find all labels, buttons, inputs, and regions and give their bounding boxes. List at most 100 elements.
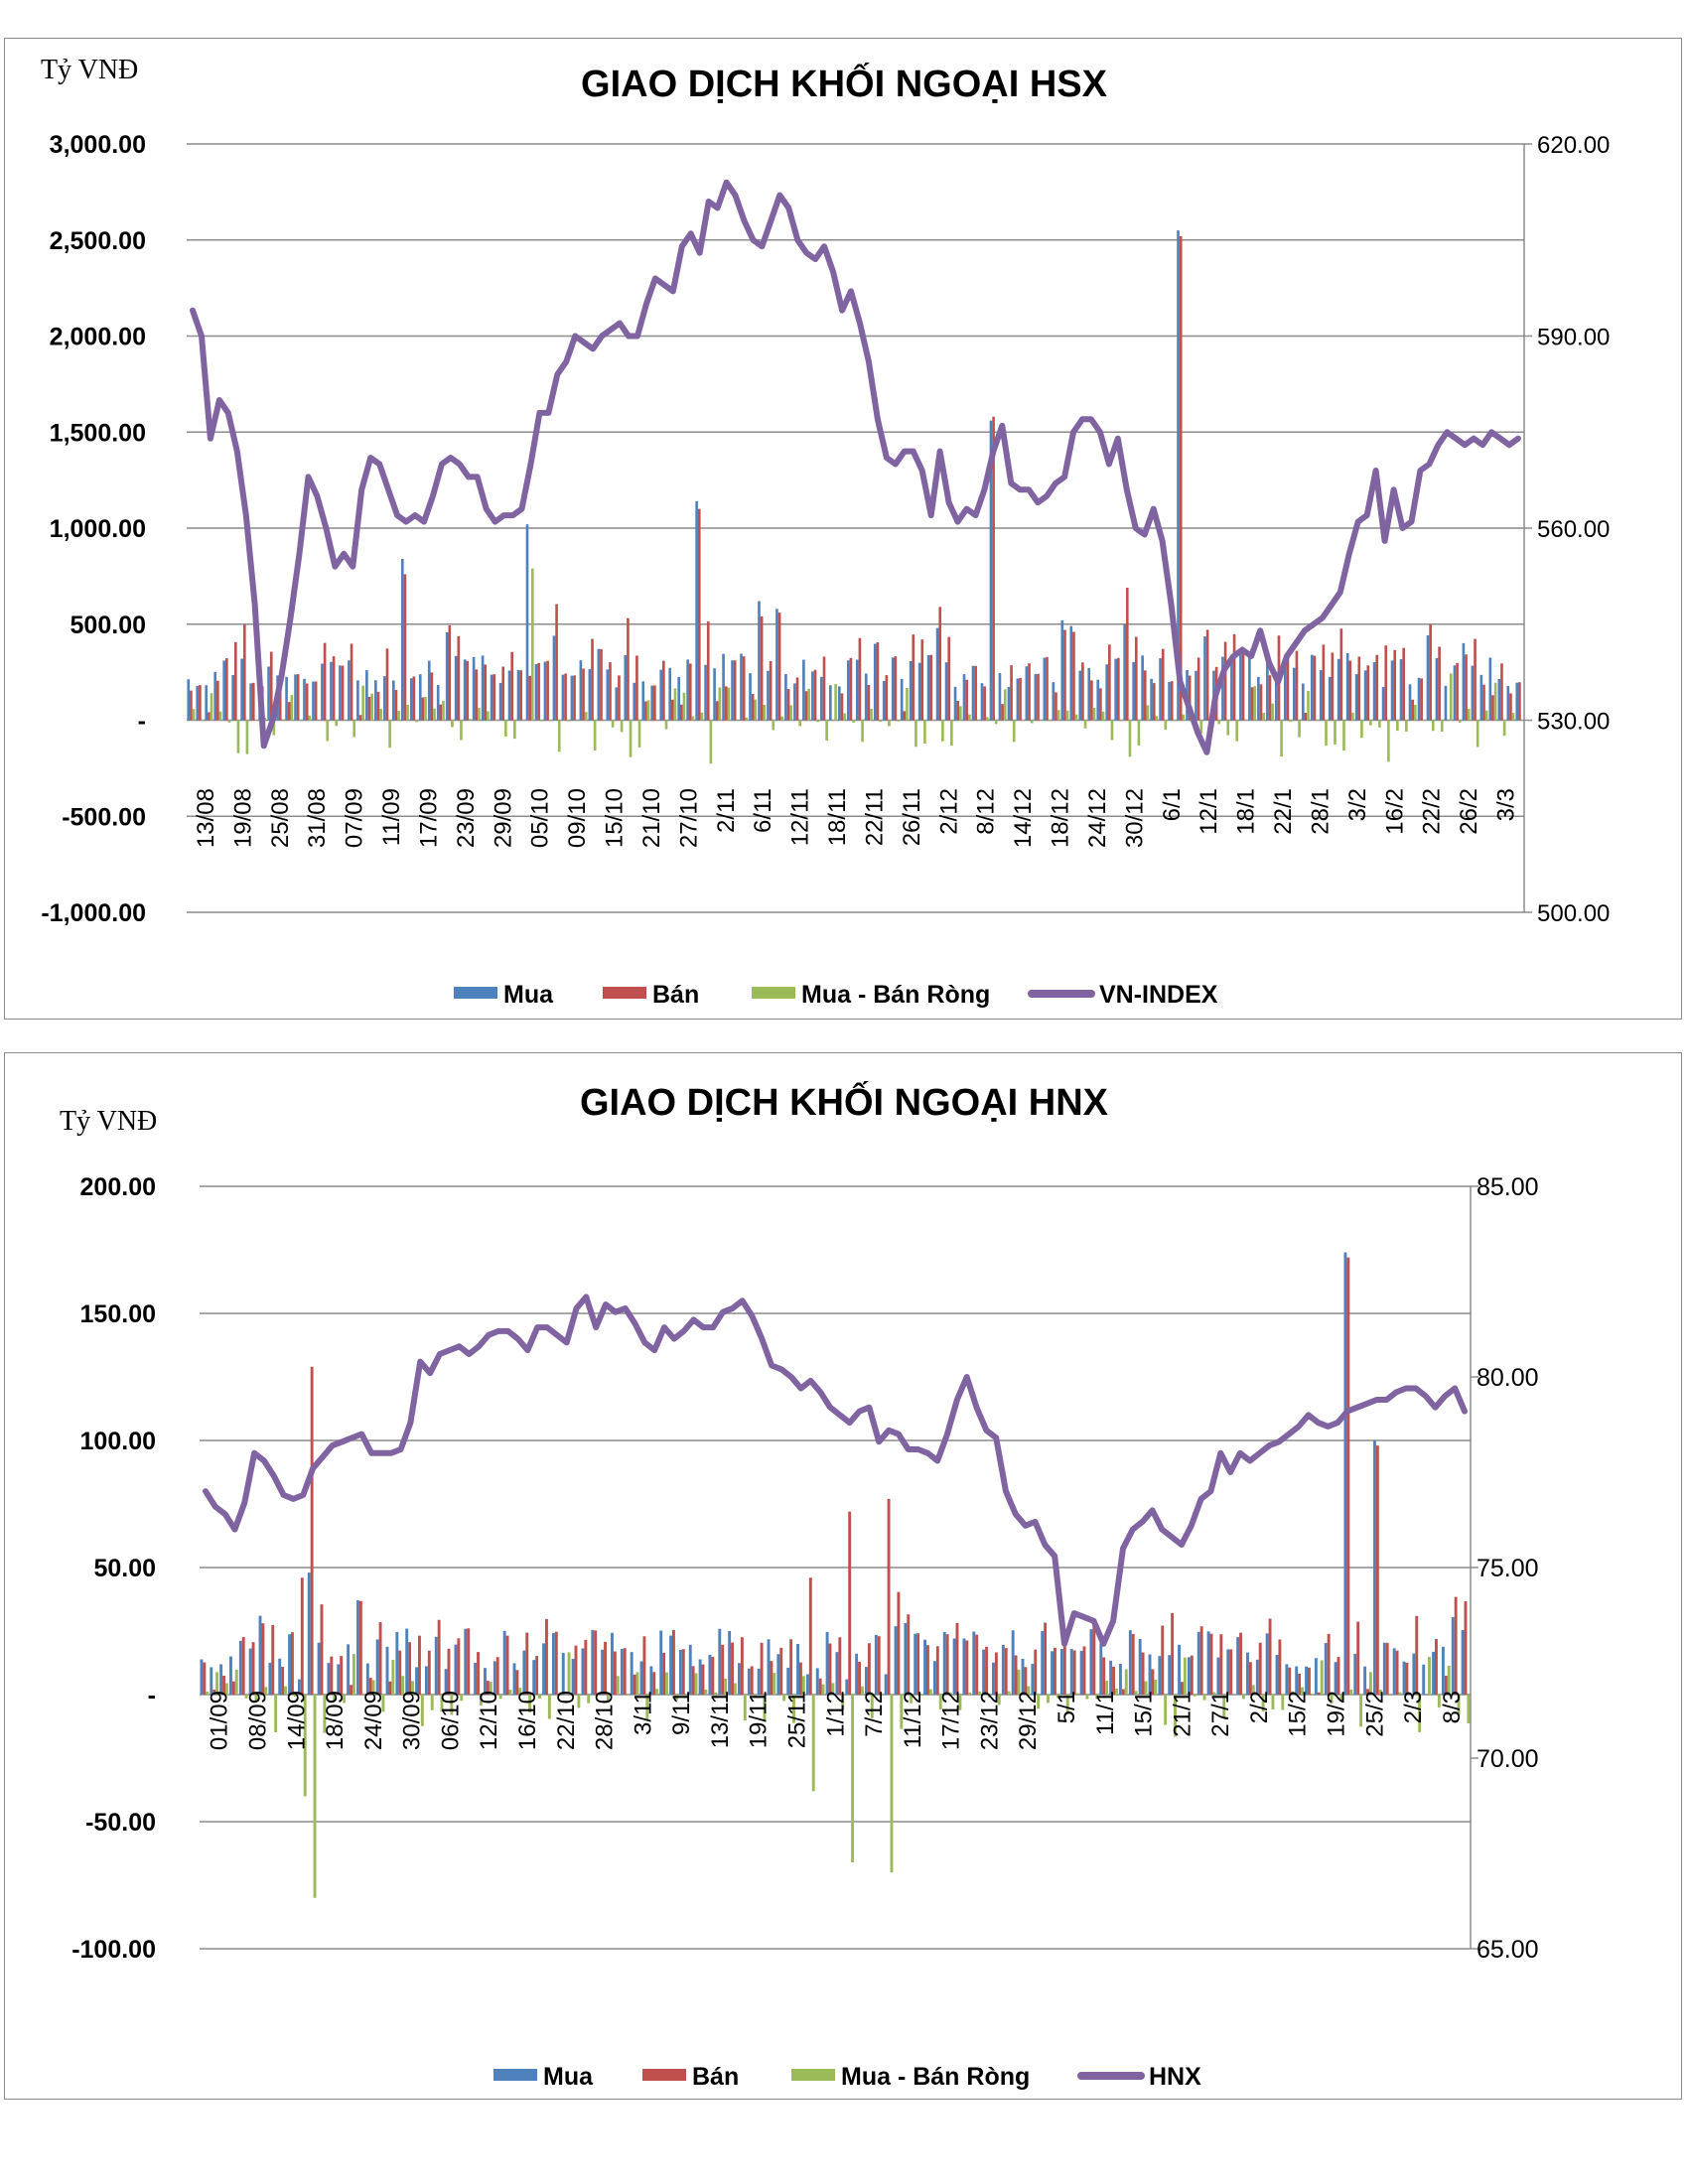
buy-bar xyxy=(917,662,921,721)
sell-bar xyxy=(808,1577,812,1695)
sell-bar xyxy=(994,1652,998,1695)
buy-bar xyxy=(1314,1658,1318,1695)
net-bar xyxy=(323,1695,327,1733)
net-bar xyxy=(293,1695,297,1698)
sell-bar xyxy=(212,1690,216,1695)
buy-bar xyxy=(1451,1617,1455,1695)
sell-bar xyxy=(1454,1596,1458,1695)
buy-bar xyxy=(686,659,689,721)
sell-bar xyxy=(519,670,522,721)
net-bar xyxy=(879,720,882,723)
x-tick-label: 15/2 xyxy=(1285,1691,1312,1737)
buy-bar xyxy=(630,1652,633,1695)
x-tick-label: 19/2 xyxy=(1324,1691,1350,1737)
buy-bar xyxy=(268,1662,272,1695)
buy-bar xyxy=(606,669,610,721)
buy-bar xyxy=(543,661,547,721)
net-bar xyxy=(635,1672,639,1695)
buy-bar xyxy=(424,1666,428,1695)
buy-bar xyxy=(1206,1631,1210,1695)
buy-bar xyxy=(1001,1644,1005,1695)
net-bar xyxy=(218,711,222,721)
sell-bar xyxy=(1102,1657,1106,1695)
net-bar xyxy=(888,720,891,727)
sell-bar xyxy=(475,669,479,721)
net-bar xyxy=(606,1695,610,1703)
sell-bar xyxy=(822,656,826,721)
x-tick-label: 3/2 xyxy=(1344,788,1371,821)
buy-bar xyxy=(1158,1656,1162,1695)
x-tick-label: 11/09 xyxy=(378,788,405,846)
sell-bar xyxy=(770,1661,774,1695)
buy-bar xyxy=(1444,685,1448,721)
net-bar xyxy=(361,1694,365,1695)
net-bar xyxy=(665,1672,668,1695)
sell-bar xyxy=(271,1624,275,1695)
net-bar xyxy=(547,1695,551,1719)
sell-bar xyxy=(1268,675,1272,721)
buy-bar xyxy=(348,660,351,721)
x-tick-label: 22/1 xyxy=(1270,788,1297,835)
net-bar xyxy=(645,1695,649,1720)
net-bar xyxy=(1351,712,1354,721)
buy-bar xyxy=(1285,1664,1289,1695)
buy-bar xyxy=(909,660,913,721)
net-bar xyxy=(1476,720,1479,748)
sell-bar xyxy=(613,1651,617,1695)
net-bar xyxy=(831,1683,835,1695)
net-bar xyxy=(469,719,472,721)
x-tick-label: 2/12 xyxy=(935,788,962,835)
net-bar xyxy=(1298,720,1301,738)
net-bar xyxy=(1128,720,1132,757)
net-bar xyxy=(763,705,767,721)
x-tick-label: 3/3 xyxy=(1493,788,1520,821)
net-bar xyxy=(504,720,507,737)
net-bar xyxy=(1235,720,1239,742)
net-bar xyxy=(215,1672,219,1695)
net-bar xyxy=(825,720,828,741)
sell-bar xyxy=(926,1645,929,1695)
buy-bar xyxy=(200,1659,204,1695)
net-bar xyxy=(714,1692,718,1695)
net-bar xyxy=(528,1695,532,1712)
x-tick-label: 25/08 xyxy=(267,788,294,848)
buy-bar xyxy=(196,685,200,721)
sell-bar xyxy=(1444,1675,1448,1695)
sell-bar xyxy=(231,1681,235,1695)
x-tick-label: 27/1 xyxy=(1207,1691,1234,1737)
sell-bar xyxy=(679,704,683,721)
buy-bar xyxy=(1382,1642,1386,1695)
buy-bar xyxy=(1196,1631,1200,1695)
sell-bar xyxy=(1336,1657,1340,1695)
sell-bar xyxy=(715,701,719,721)
x-tick-label: 23/12 xyxy=(976,1691,1003,1750)
sell-bar xyxy=(1072,631,1075,721)
sell-bar xyxy=(828,1643,832,1695)
net-bar xyxy=(664,720,668,730)
x-tick-label: 16/10 xyxy=(514,1691,541,1750)
sell-bar xyxy=(1415,1615,1419,1695)
buy-bar xyxy=(1031,1664,1035,1695)
net-bar xyxy=(1241,1695,1245,1700)
net-bar xyxy=(1261,1695,1265,1712)
buy-bar xyxy=(659,1630,663,1695)
buy-bar xyxy=(454,655,458,721)
buy-bar xyxy=(444,1669,448,1695)
net-bar xyxy=(274,1695,278,1732)
net-bar xyxy=(539,720,543,722)
buy-bar xyxy=(525,524,529,721)
net-bar xyxy=(852,720,855,723)
buy-bar xyxy=(522,1650,526,1695)
buy-bar xyxy=(1441,1646,1445,1695)
buy-bar xyxy=(659,669,663,721)
index-line-hnx xyxy=(203,1294,1468,1647)
sell-bar xyxy=(251,1642,255,1695)
net-bar xyxy=(1003,689,1007,721)
buy-bar xyxy=(222,660,226,721)
buy-bar xyxy=(1132,661,1135,721)
net-bar xyxy=(1408,1693,1412,1695)
net-bar xyxy=(914,720,917,748)
buy-bar xyxy=(561,1653,565,1695)
buy-bar xyxy=(1399,659,1403,721)
buy-bar xyxy=(1216,1657,1220,1695)
